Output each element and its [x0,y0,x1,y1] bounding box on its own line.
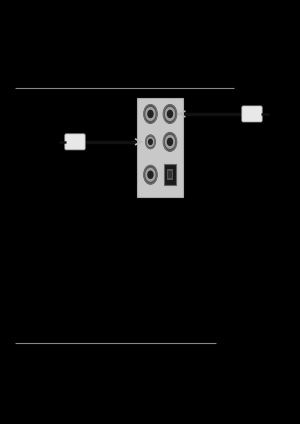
Circle shape [144,165,157,184]
Circle shape [167,110,172,117]
Circle shape [148,139,152,145]
Circle shape [146,168,155,181]
Circle shape [147,137,154,146]
Circle shape [146,108,155,120]
FancyBboxPatch shape [242,106,262,122]
Circle shape [164,133,177,151]
Circle shape [164,105,177,123]
Circle shape [148,171,153,178]
Circle shape [167,138,172,145]
Circle shape [146,135,155,149]
Circle shape [144,105,157,123]
Circle shape [148,110,153,117]
Circle shape [166,136,175,148]
Bar [136,98,183,197]
Bar [168,171,172,178]
Bar [167,169,173,180]
Bar [164,164,176,185]
Circle shape [166,108,175,120]
FancyBboxPatch shape [65,134,85,150]
